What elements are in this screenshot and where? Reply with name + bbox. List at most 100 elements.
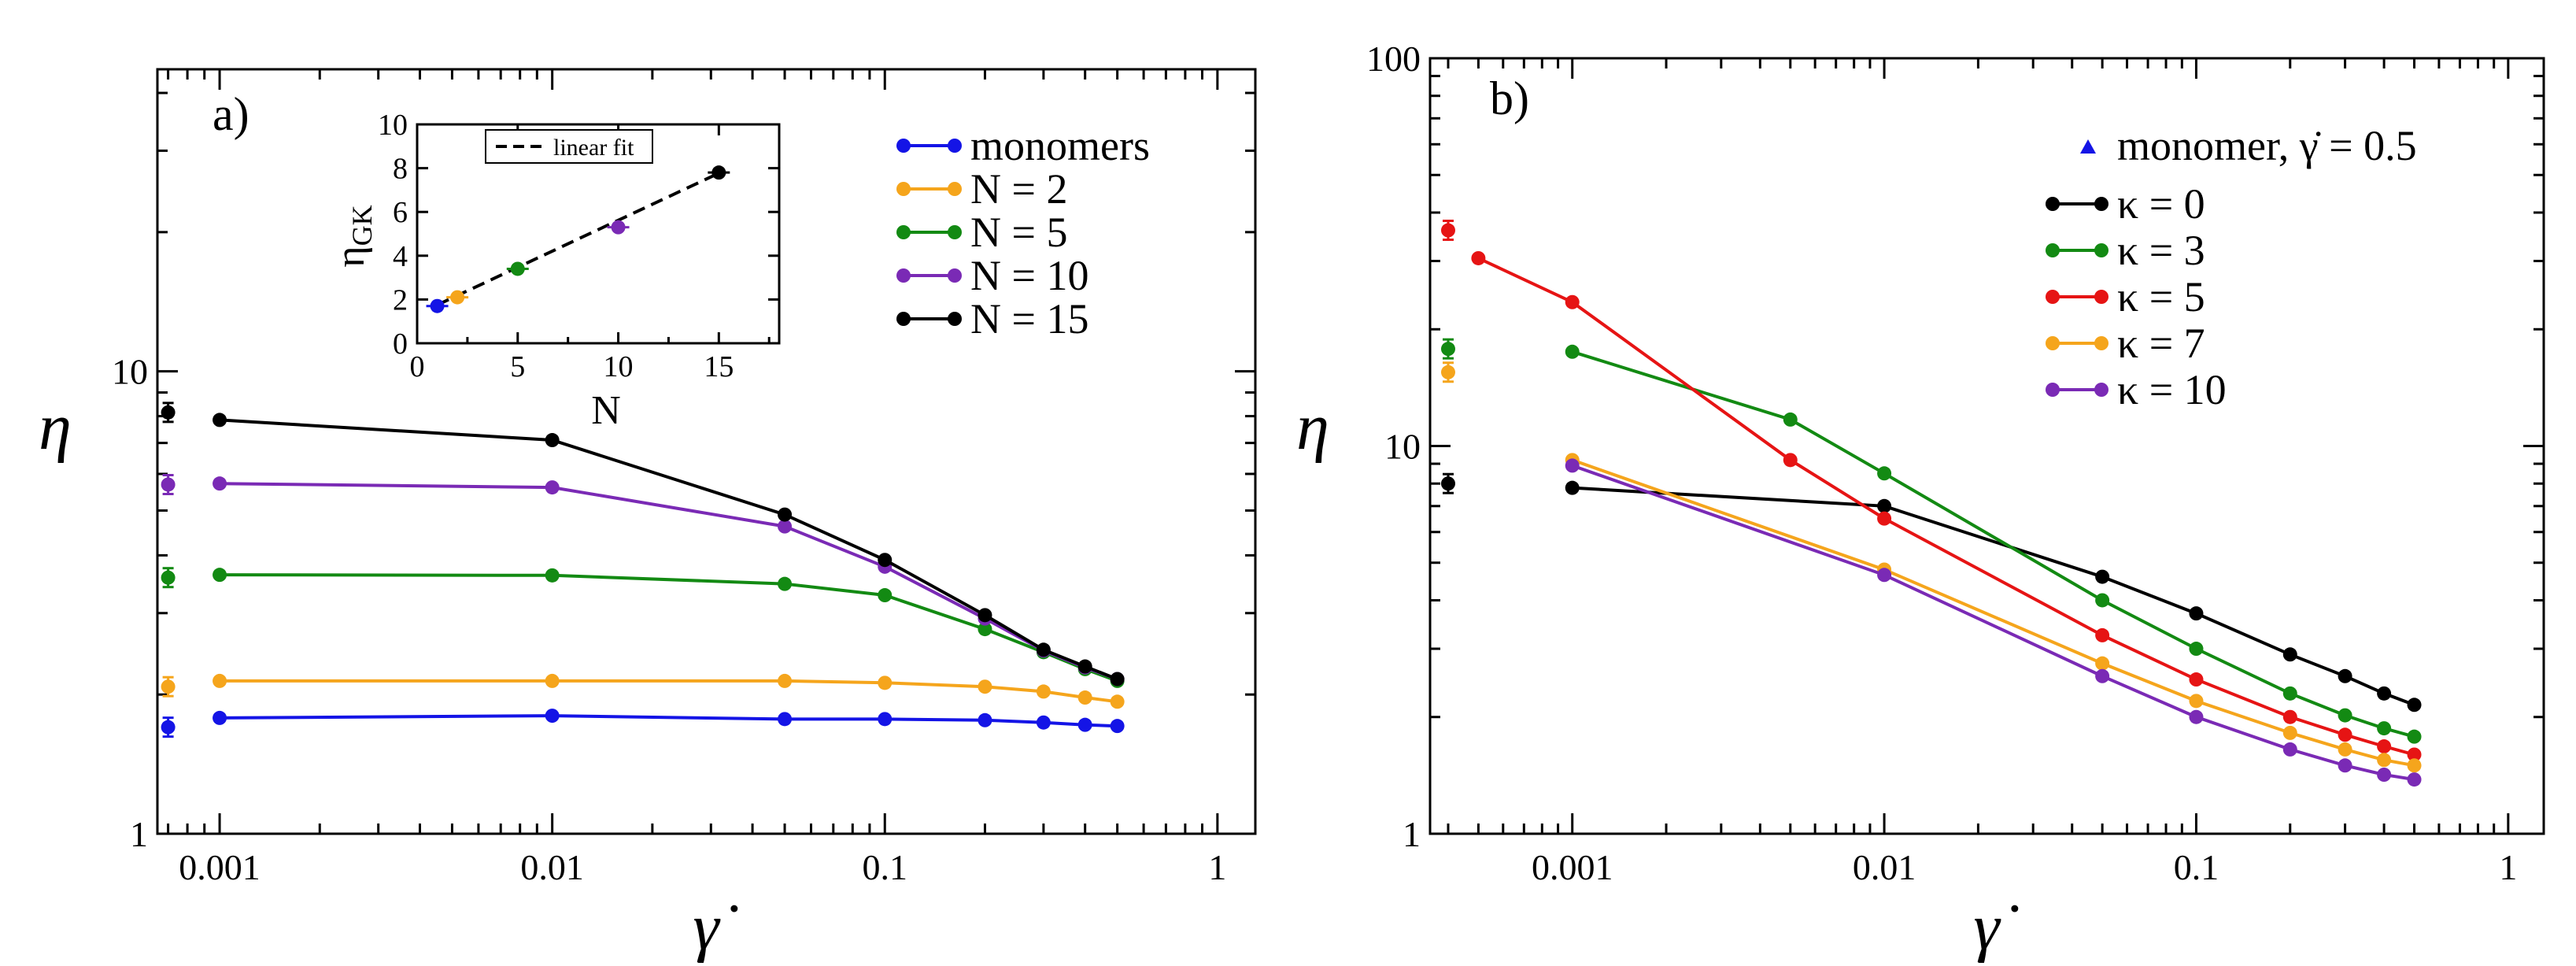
inset-y-axis-label-main: η: [328, 246, 373, 267]
legend-swatch-point: [948, 268, 962, 283]
b-data-point: [2189, 672, 2204, 687]
inset-y-tick-label: 0: [393, 328, 408, 361]
legend-swatch-point: [896, 312, 911, 326]
inset-x-axis-label: N: [591, 388, 621, 433]
b-data-point: [2189, 606, 2204, 621]
inset-y-axis-label: ηGK: [328, 205, 378, 267]
b-data-point: [2407, 729, 2422, 744]
b-series-line: [1572, 486, 2415, 707]
a-x-tick-label: 1: [1208, 847, 1226, 887]
a-data-point: [878, 675, 893, 690]
a-data-point: [1077, 659, 1092, 674]
panel-a-x-axis-label: γ̇: [693, 890, 737, 964]
inset-y-tick-label: 2: [393, 283, 408, 316]
b-data-point: [1877, 568, 1892, 583]
a-data-point: [1077, 717, 1092, 732]
b-data-point: [2377, 686, 2392, 701]
legend-label: monomers: [970, 122, 1150, 169]
b-data-point: [2377, 767, 2392, 782]
legend-label: N = 2: [970, 165, 1067, 213]
panel-b-series: [1440, 220, 2422, 787]
legend-label: κ = 3: [2117, 227, 2205, 274]
b-data-point: [1877, 498, 1892, 513]
legend-swatch-point: [2046, 336, 2060, 350]
b-data-point: [1565, 294, 1580, 309]
b-data-point: [1877, 466, 1892, 481]
b-data-point: [2338, 708, 2352, 723]
a-data-point: [213, 568, 227, 583]
b-data-point: [2095, 656, 2110, 671]
b-data-point: [1783, 412, 1798, 427]
legend-swatch-point: [2094, 383, 2108, 397]
b-data-point: [2338, 758, 2352, 773]
b-y-tick-label: 100: [1366, 39, 1421, 79]
inset-x-tick-label: 15: [704, 350, 734, 383]
legend-swatch-point: [896, 139, 911, 153]
a-data-point: [213, 413, 227, 427]
b-data-point: [2407, 698, 2422, 712]
legend-swatch-point: [2094, 336, 2108, 350]
panel-b-x-axis-label: γ̇: [1973, 890, 2018, 964]
b-data-point: [2377, 721, 2392, 736]
inset-frame: [416, 123, 781, 345]
legend-swatch-point: [2046, 197, 2060, 211]
legend-label: κ = 5: [2117, 273, 2205, 320]
a-data-point: [978, 622, 992, 637]
b-data-point: [2407, 747, 2422, 762]
panel-b: 0.001 0.01 0.1 1 1 10 100 b) η γ̇ monomer, γ̇ …: [1296, 39, 2545, 964]
b-data-point: [2377, 739, 2392, 754]
panel-a-frame: [156, 68, 1257, 835]
b-data-point: [2189, 642, 2204, 657]
a-data-point: [778, 712, 793, 727]
b-data-point: [2189, 709, 2204, 724]
b-data-point: [1877, 511, 1892, 526]
b-data-point: [2282, 647, 2297, 662]
inset-y-tick-label: 8: [393, 153, 408, 186]
b-data-point: [1471, 250, 1486, 265]
b-series-line: [1477, 257, 2415, 757]
legend-triangle-marker: [2080, 139, 2096, 154]
a-data-point: [1077, 690, 1092, 705]
b-data-point: [1565, 344, 1580, 359]
b-data-point: [2095, 668, 2110, 683]
legend-swatch-point: [2046, 290, 2060, 304]
legend-swatch-point: [948, 225, 962, 239]
b-x-tick-label: 1: [2499, 847, 2517, 887]
a-x-tick-label: 0.1: [863, 847, 908, 887]
a-data-point: [778, 507, 793, 522]
b-x-tick-label: 0.1: [2174, 847, 2219, 887]
a-series-line: [219, 418, 1118, 681]
a-data-point: [1110, 694, 1125, 709]
a-data-point: [1110, 719, 1125, 734]
panel-a-series: [161, 402, 1125, 738]
legend-swatch-point: [896, 268, 911, 283]
legend-label: N = 5: [970, 209, 1067, 256]
legend-label: κ = 10: [2117, 366, 2227, 413]
a-data-point: [978, 712, 992, 727]
legend-label: N = 10: [970, 252, 1088, 299]
b-data-point: [2095, 593, 2110, 608]
a-data-point: [878, 553, 893, 568]
b-data-point: [1783, 453, 1798, 468]
legend-label: N = 15: [970, 295, 1088, 342]
inset-chart: 0 5 10 15 0 2 4 6 8 10 linear fit N ηGK: [328, 109, 781, 433]
b-data-point: [2407, 758, 2422, 773]
a-data-point: [1110, 672, 1125, 687]
inset-y-axis-label-group: ηGK: [328, 205, 378, 267]
a-data-point: [213, 710, 227, 725]
b-data-point: [2095, 569, 2110, 584]
legend-swatch-point: [2094, 243, 2108, 257]
a-series-line: [220, 482, 1118, 681]
legend-label: κ = 0: [2117, 180, 2205, 228]
a-data-point: [1036, 684, 1051, 699]
a-data-point: [1036, 715, 1051, 730]
panel-b-legend: monomer, γ̇ = 0.5 κ = 0κ = 3κ = 5κ = 7κ =…: [2046, 122, 2417, 413]
a-data-point: [213, 476, 227, 491]
panel-b-ticks: 0.001 0.01 0.1 1 1 10 100: [1366, 39, 2544, 887]
b-data-point: [2407, 772, 2422, 787]
a-x-tick-label: 0.001: [179, 847, 261, 887]
inset-x-tick-label: 5: [510, 350, 525, 383]
legend-swatch-point: [896, 225, 911, 239]
legend-swatch-point: [2046, 243, 2060, 257]
